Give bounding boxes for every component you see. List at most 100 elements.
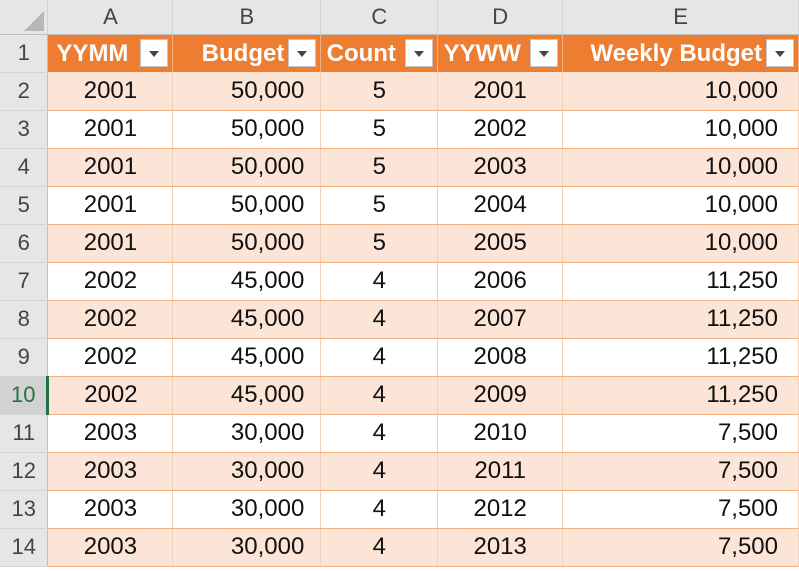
cell-count[interactable]: 5 bbox=[320, 110, 439, 149]
cell-yyww[interactable]: 2001 bbox=[437, 72, 564, 111]
header-label: YYMM bbox=[56, 39, 129, 67]
cell-budget[interactable]: 50,000 bbox=[172, 186, 322, 225]
table-row: 7 2002 45,000 4 2006 11,250 bbox=[0, 262, 799, 301]
cell-budget[interactable]: 30,000 bbox=[172, 414, 322, 453]
cell-count[interactable]: 4 bbox=[320, 528, 439, 567]
filter-dropdown-icon[interactable] bbox=[405, 38, 434, 67]
cell-yymm[interactable]: 2002 bbox=[47, 376, 174, 415]
cell-weekly-budget[interactable]: 10,000 bbox=[562, 224, 799, 263]
cell-yyww[interactable]: 2006 bbox=[437, 262, 564, 301]
cell-yymm[interactable]: 2003 bbox=[47, 528, 174, 567]
row-header[interactable]: 8 bbox=[0, 300, 49, 339]
cell-count[interactable]: 4 bbox=[320, 414, 439, 453]
cell-count[interactable]: 5 bbox=[320, 186, 439, 225]
cell-weekly-budget[interactable]: 10,000 bbox=[562, 72, 799, 111]
row-header[interactable]: 11 bbox=[0, 414, 49, 453]
column-header-b[interactable]: B bbox=[172, 0, 322, 35]
cell-count[interactable]: 4 bbox=[320, 452, 439, 491]
cell-yyww[interactable]: 2002 bbox=[437, 110, 564, 149]
cell-budget[interactable]: 50,000 bbox=[172, 148, 322, 187]
cell-yyww[interactable]: 2008 bbox=[437, 338, 564, 377]
cell-yymm[interactable]: 2003 bbox=[47, 490, 174, 529]
column-header-d[interactable]: D bbox=[437, 0, 564, 35]
row-header[interactable]: 12 bbox=[0, 452, 49, 491]
cell-yyww[interactable]: 2011 bbox=[437, 452, 564, 491]
header-cell-yymm[interactable]: YYMM bbox=[47, 34, 174, 72]
cell-yymm[interactable]: 2001 bbox=[47, 110, 174, 149]
select-all-triangle-icon bbox=[24, 10, 45, 31]
cell-count[interactable]: 5 bbox=[320, 148, 439, 187]
cell-yyww[interactable]: 2013 bbox=[437, 528, 564, 567]
cell-yyww[interactable]: 2012 bbox=[437, 490, 564, 529]
row-header[interactable]: 5 bbox=[0, 186, 49, 225]
row-header[interactable]: 9 bbox=[0, 338, 49, 377]
cell-budget[interactable]: 30,000 bbox=[172, 452, 322, 491]
cell-yyww[interactable]: 2007 bbox=[437, 300, 564, 339]
cell-budget[interactable]: 50,000 bbox=[172, 110, 322, 149]
cell-yymm[interactable]: 2001 bbox=[47, 186, 174, 225]
cell-weekly-budget[interactable]: 11,250 bbox=[562, 262, 799, 301]
cell-count[interactable]: 5 bbox=[320, 72, 439, 111]
cell-budget[interactable]: 30,000 bbox=[172, 490, 322, 529]
row-header[interactable]: 2 bbox=[0, 72, 49, 111]
cell-budget[interactable]: 50,000 bbox=[172, 72, 322, 111]
cell-yymm[interactable]: 2003 bbox=[47, 452, 174, 491]
filter-dropdown-icon[interactable] bbox=[530, 38, 559, 67]
column-header-e[interactable]: E bbox=[562, 0, 799, 35]
cell-count[interactable]: 5 bbox=[320, 224, 439, 263]
header-cell-weekly-budget[interactable]: Weekly Budget bbox=[562, 34, 799, 72]
select-all-button[interactable] bbox=[0, 0, 49, 35]
row-header[interactable]: 4 bbox=[0, 148, 49, 187]
row-header[interactable]: 7 bbox=[0, 262, 49, 301]
cell-weekly-budget[interactable]: 11,250 bbox=[562, 338, 799, 377]
cell-weekly-budget[interactable]: 7,500 bbox=[562, 414, 799, 453]
cell-weekly-budget[interactable]: 7,500 bbox=[562, 452, 799, 491]
filter-dropdown-icon[interactable] bbox=[766, 38, 794, 67]
cell-budget[interactable]: 50,000 bbox=[172, 224, 322, 263]
cell-budget[interactable]: 45,000 bbox=[172, 300, 322, 339]
cell-budget[interactable]: 45,000 bbox=[172, 262, 322, 301]
cell-yymm[interactable]: 2001 bbox=[47, 148, 174, 187]
header-cell-count[interactable]: Count bbox=[320, 34, 439, 72]
cell-count[interactable]: 4 bbox=[320, 262, 439, 301]
column-header-a[interactable]: A bbox=[47, 0, 174, 35]
column-header-c[interactable]: C bbox=[320, 0, 439, 35]
row-header[interactable]: 1 bbox=[0, 34, 49, 73]
cell-budget[interactable]: 30,000 bbox=[172, 528, 322, 567]
cell-weekly-budget[interactable]: 10,000 bbox=[562, 186, 799, 225]
cell-weekly-budget[interactable]: 10,000 bbox=[562, 148, 799, 187]
cell-yyww[interactable]: 2003 bbox=[437, 148, 564, 187]
cell-yymm[interactable]: 2003 bbox=[47, 414, 174, 453]
cell-yyww[interactable]: 2010 bbox=[437, 414, 564, 453]
cell-weekly-budget[interactable]: 7,500 bbox=[562, 528, 799, 567]
cell-yyww[interactable]: 2004 bbox=[437, 186, 564, 225]
cell-budget[interactable]: 45,000 bbox=[172, 338, 322, 377]
row-header-active[interactable]: 10 bbox=[0, 376, 50, 415]
cell-yyww[interactable]: 2009 bbox=[437, 376, 564, 415]
filter-dropdown-icon[interactable] bbox=[140, 38, 169, 67]
cell-yyww[interactable]: 2005 bbox=[437, 224, 564, 263]
cell-yymm[interactable]: 2002 bbox=[47, 338, 174, 377]
row-header[interactable]: 13 bbox=[0, 490, 49, 529]
header-cell-budget[interactable]: Budget bbox=[172, 34, 322, 72]
cell-weekly-budget[interactable]: 7,500 bbox=[562, 490, 799, 529]
header-cell-yyww[interactable]: YYWW bbox=[437, 34, 564, 72]
cell-budget[interactable]: 45,000 bbox=[172, 376, 322, 415]
row-header[interactable]: 14 bbox=[0, 528, 49, 567]
cell-yymm[interactable]: 2002 bbox=[47, 262, 174, 301]
cell-weekly-budget[interactable]: 11,250 bbox=[562, 300, 799, 339]
cell-weekly-budget[interactable]: 10,000 bbox=[562, 110, 799, 149]
cell-count[interactable]: 4 bbox=[320, 376, 439, 415]
cell-count[interactable]: 4 bbox=[320, 490, 439, 529]
row-header[interactable]: 3 bbox=[0, 110, 49, 149]
row-header[interactable]: 6 bbox=[0, 224, 49, 263]
filter-dropdown-icon[interactable] bbox=[288, 38, 317, 67]
cell-weekly-budget[interactable]: 11,250 bbox=[562, 376, 799, 415]
cell-yymm[interactable]: 2001 bbox=[47, 224, 174, 263]
table-row: 5 2001 50,000 5 2004 10,000 bbox=[0, 186, 799, 225]
cell-yymm[interactable]: 2001 bbox=[47, 72, 174, 111]
cell-yymm[interactable]: 2002 bbox=[47, 300, 174, 339]
cell-count[interactable]: 4 bbox=[320, 338, 439, 377]
cell-count[interactable]: 4 bbox=[320, 300, 439, 339]
